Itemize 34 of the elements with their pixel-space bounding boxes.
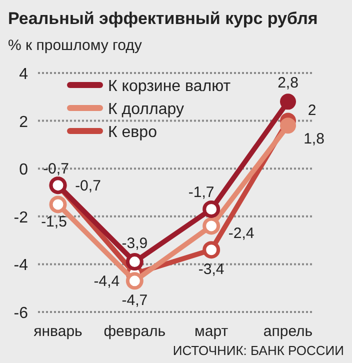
point bbox=[202, 217, 220, 235]
y-tick-label: -4 bbox=[14, 257, 28, 274]
chart-title: Реальный эффективный курс рубля bbox=[8, 9, 318, 28]
data-label: -0,7 bbox=[43, 160, 69, 178]
y-tick-label: 0 bbox=[19, 162, 28, 179]
x-tick-label: февраль bbox=[104, 323, 166, 340]
data-label: -1,5 bbox=[41, 213, 67, 230]
data-label: -1,7 bbox=[188, 184, 214, 202]
data-label: 2,8 bbox=[278, 74, 298, 92]
data-label: -3,9 bbox=[122, 234, 148, 252]
point bbox=[202, 241, 220, 259]
data-label: -4,4 bbox=[94, 272, 120, 290]
data-label: -0,7 bbox=[75, 177, 101, 194]
x-tick-label: апрель bbox=[263, 323, 313, 340]
x-tick-label: январь bbox=[34, 323, 83, 340]
point bbox=[49, 196, 67, 214]
data-label: -2,4 bbox=[228, 224, 254, 242]
data-label: 2 bbox=[308, 102, 316, 119]
y-tick-label: -2 bbox=[14, 209, 28, 226]
x-tick-label: март bbox=[194, 323, 228, 340]
y-tick-label: 4 bbox=[19, 66, 28, 83]
legend-label: К евро bbox=[108, 124, 158, 141]
point bbox=[126, 253, 144, 271]
y-tick-label: 2 bbox=[19, 114, 28, 131]
chart-subtitle: % к прошлому году bbox=[8, 37, 142, 54]
legend-label: К доллару bbox=[108, 101, 184, 118]
y-tick-label: -6 bbox=[14, 305, 28, 322]
point bbox=[202, 200, 220, 218]
text: ИСТОЧНИК: БАНК РОССИИ bbox=[172, 343, 344, 358]
legend-label: К корзине валют bbox=[108, 78, 232, 95]
data-label: -4,7 bbox=[122, 292, 148, 309]
point bbox=[126, 272, 144, 290]
data-label: 1,8 bbox=[304, 130, 324, 148]
data-label: -3,4 bbox=[198, 260, 224, 278]
